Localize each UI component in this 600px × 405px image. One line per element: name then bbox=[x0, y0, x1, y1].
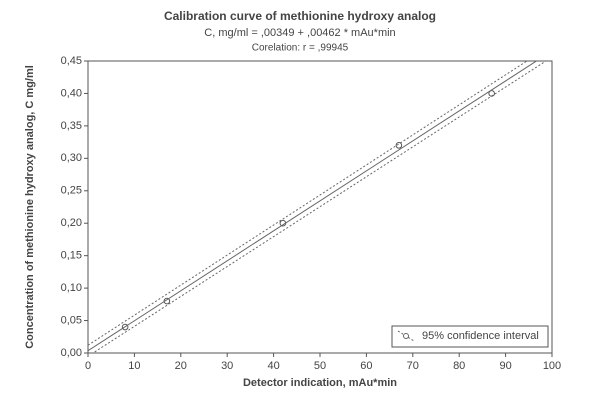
legend-box bbox=[391, 325, 549, 348]
y-axis-label: Concentration of methionine hydroxy anal… bbox=[24, 65, 36, 349]
x-tick-label: 40 bbox=[267, 360, 279, 372]
fit-line bbox=[88, 61, 538, 352]
y-tick-label: 0,45 bbox=[61, 55, 82, 67]
x-tick-label: 100 bbox=[543, 360, 561, 372]
data-point bbox=[395, 142, 403, 149]
legend-label: 95% confidence interval bbox=[422, 330, 539, 342]
x-tick-label: 20 bbox=[175, 360, 187, 372]
legend-marker bbox=[403, 333, 409, 339]
chart-title: Calibration curve of methionine hydroxy … bbox=[164, 9, 436, 23]
y-tick-label: 0,35 bbox=[61, 120, 82, 132]
y-tick-label: 0,40 bbox=[61, 87, 82, 99]
plot-area bbox=[88, 61, 547, 353]
y-tick-label: 0,25 bbox=[61, 185, 82, 197]
y-tick-label: 0,10 bbox=[61, 282, 82, 294]
x-tick-label: 0 bbox=[85, 360, 91, 372]
chart-annotation: Corelation: r = ,99945 bbox=[252, 43, 349, 54]
confidence-line bbox=[88, 61, 528, 346]
x-tick-label: 70 bbox=[407, 360, 419, 372]
plot-frame bbox=[87, 60, 553, 354]
y-tick-label: 0,15 bbox=[61, 250, 82, 262]
x-axis-label: Detector indication, mAu*min bbox=[243, 377, 397, 389]
y-tick-label: 0,20 bbox=[61, 217, 82, 229]
confidence-line bbox=[92, 61, 547, 353]
x-tick-label: 60 bbox=[360, 360, 372, 372]
x-tick-label: 90 bbox=[499, 360, 511, 372]
chart-subtitle: C, mg/ml = ,00349 + ,00462 * mAu*min bbox=[204, 27, 395, 39]
y-tick-label: 0,00 bbox=[61, 347, 82, 359]
y-tick-label: 0,30 bbox=[61, 152, 82, 164]
x-tick-label: 80 bbox=[453, 360, 465, 372]
x-tick-label: 50 bbox=[314, 360, 326, 372]
x-tick-label: 10 bbox=[128, 360, 140, 372]
y-tick-label: 0,05 bbox=[61, 314, 82, 326]
x-tick-label: 30 bbox=[221, 360, 233, 372]
